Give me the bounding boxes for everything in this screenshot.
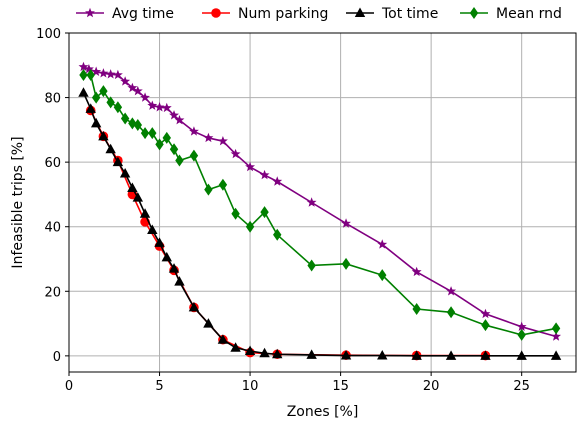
data-point-mean-rnd: [342, 258, 350, 270]
legend: Avg time Num parking Tot time Mean rnd: [76, 6, 562, 22]
data-point-mean-rnd: [552, 322, 560, 334]
data-point-tot-time: [105, 144, 115, 154]
data-point-tot-time: [78, 87, 88, 97]
y-tick-label: 0: [53, 350, 61, 365]
series-avg-time: [79, 62, 561, 341]
x-tick-label: 0: [65, 379, 73, 394]
legend-item-avg-time: Avg time: [76, 6, 174, 22]
data-point-mean-rnd: [378, 269, 386, 281]
data-point-avg-time: [203, 133, 213, 142]
x-tick-label: 25: [513, 379, 530, 394]
data-point-mean-rnd: [246, 221, 254, 233]
legend-item-num-parking: Num parking: [202, 6, 328, 22]
data-point-mean-rnd: [219, 179, 227, 191]
data-point-mean-rnd: [307, 259, 315, 271]
grid: [69, 33, 576, 372]
data-point-mean-rnd: [204, 184, 212, 196]
legend-label: Avg time: [112, 6, 174, 22]
x-axis-label: Zones [%]: [287, 404, 359, 420]
data-point-avg-time: [481, 309, 491, 318]
data-point-mean-rnd: [92, 92, 100, 104]
legend-item-tot-time: Tot time: [346, 6, 438, 22]
legend-marker: [85, 8, 95, 17]
data-point-tot-time: [174, 276, 184, 286]
axis-ticks: 0 5 10 15 20 25 0 20 40 60 80 100: [36, 27, 530, 394]
series-layer: [78, 62, 561, 361]
data-point-mean-rnd: [190, 150, 198, 162]
series-tot-time: [78, 87, 561, 360]
x-tick-label: 10: [242, 379, 259, 394]
y-tick-label: 40: [44, 221, 61, 236]
x-tick-label: 15: [332, 379, 349, 394]
legend-marker: [211, 8, 221, 18]
data-point-mean-rnd: [412, 303, 420, 315]
x-tick-label: 20: [423, 379, 440, 394]
legend-label: Num parking: [238, 6, 328, 22]
legend-label: Tot time: [381, 6, 438, 22]
data-point-avg-time: [260, 170, 270, 179]
y-axis-label: Infeasible trips [%]: [10, 136, 26, 268]
data-point-mean-rnd: [175, 155, 183, 167]
legend-item-mean-rnd: Mean rnd: [460, 6, 562, 22]
data-point-mean-rnd: [231, 208, 239, 220]
x-tick-label: 5: [155, 379, 163, 394]
series-line-mean-rnd: [83, 75, 556, 335]
legend-marker: [470, 7, 478, 19]
plot-frame: [69, 33, 576, 372]
y-tick-label: 20: [44, 285, 61, 300]
data-point-mean-rnd: [447, 306, 455, 318]
y-tick-label: 100: [36, 27, 61, 42]
series-num-parking: [86, 106, 490, 361]
data-point-tot-time: [91, 118, 101, 128]
data-point-avg-time: [189, 126, 199, 135]
y-tick-label: 80: [44, 92, 61, 107]
data-point-mean-rnd: [481, 319, 489, 331]
y-tick-label: 60: [44, 156, 61, 171]
series-mean-rnd: [79, 69, 560, 341]
legend-label: Mean rnd: [496, 6, 562, 22]
